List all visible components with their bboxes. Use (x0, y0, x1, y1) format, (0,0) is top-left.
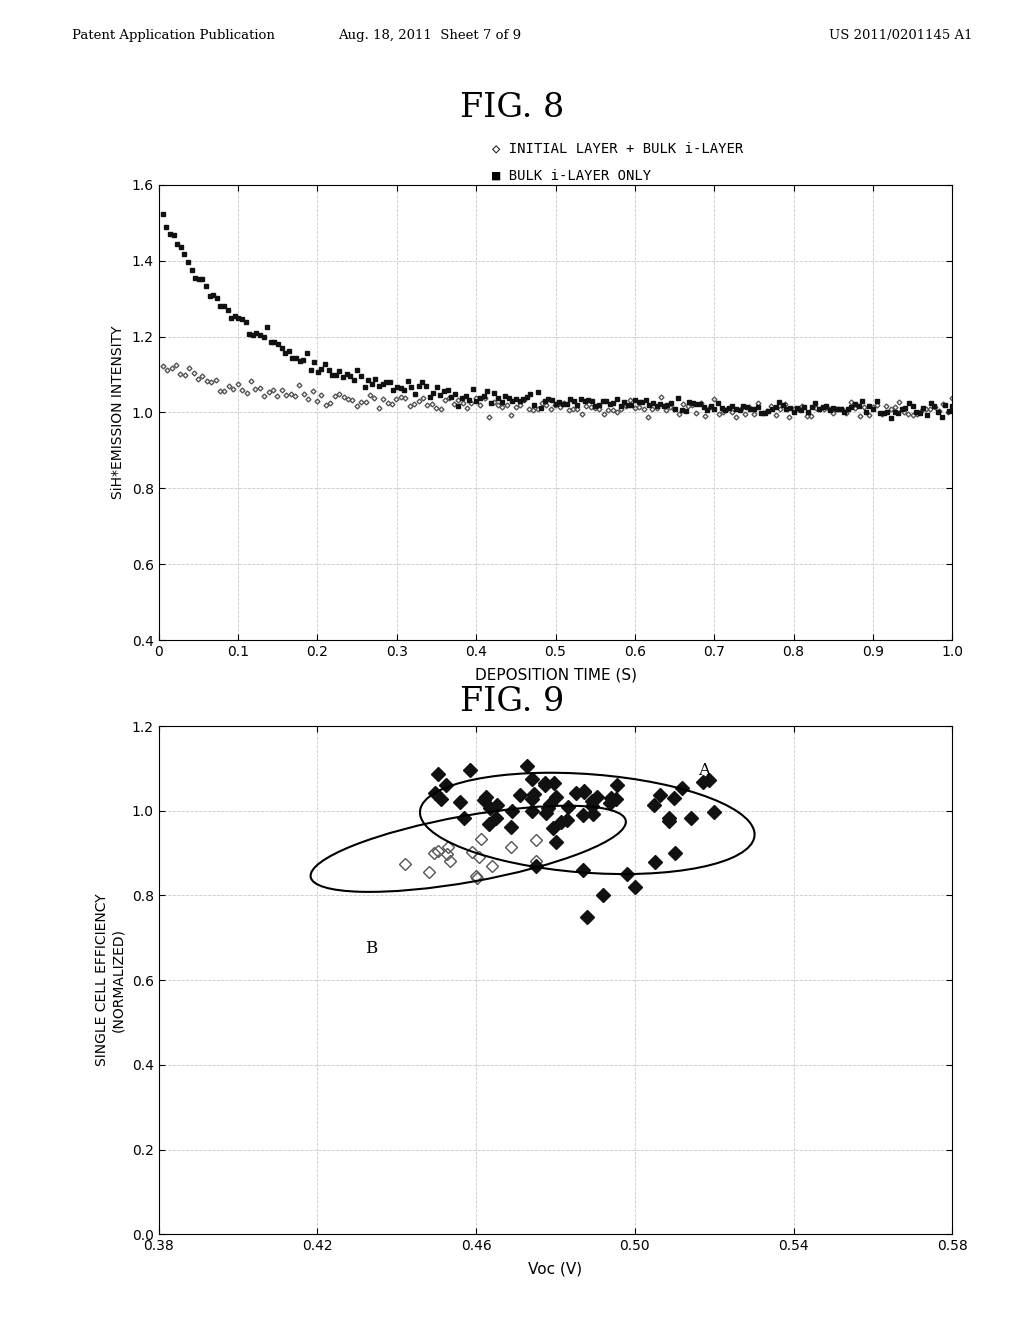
Text: B: B (366, 940, 377, 957)
Text: US 2011/0201145 A1: US 2011/0201145 A1 (829, 29, 973, 42)
Text: FIG. 9: FIG. 9 (460, 686, 564, 718)
Text: ■ BULK i-LAYER ONLY: ■ BULK i-LAYER ONLY (492, 169, 650, 183)
Text: FIG. 8: FIG. 8 (460, 92, 564, 124)
Y-axis label: SINGLE CELL EFFICIENCY
(NORMALIZED): SINGLE CELL EFFICIENCY (NORMALIZED) (94, 894, 125, 1067)
X-axis label: Voc (V): Voc (V) (528, 1262, 583, 1276)
Text: A: A (698, 762, 711, 779)
Text: Aug. 18, 2011  Sheet 7 of 9: Aug. 18, 2011 Sheet 7 of 9 (339, 29, 521, 42)
X-axis label: DEPOSITION TIME (S): DEPOSITION TIME (S) (474, 668, 637, 682)
Text: ◇ INITIAL LAYER + BULK i-LAYER: ◇ INITIAL LAYER + BULK i-LAYER (492, 141, 742, 156)
Text: Patent Application Publication: Patent Application Publication (72, 29, 274, 42)
Y-axis label: SiH*EMISSION INTENSITY: SiH*EMISSION INTENSITY (111, 326, 125, 499)
